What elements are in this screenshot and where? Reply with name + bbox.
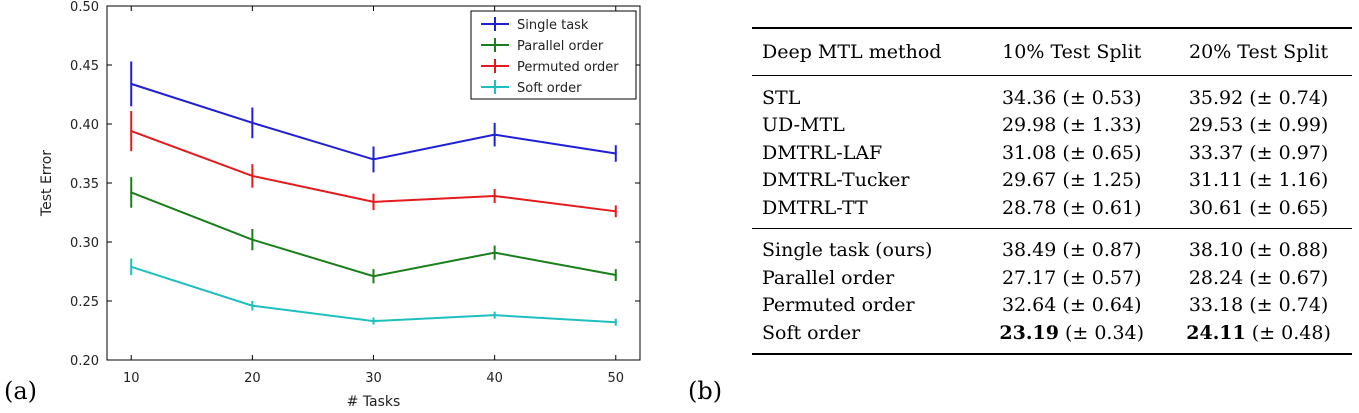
data-point: [493, 251, 496, 254]
x-tick-label: 10: [123, 371, 140, 386]
data-point: [493, 133, 496, 136]
table-row: DMTRL-TT 28.78 (± 0.61) 30.61 (± 0.65): [752, 194, 1352, 228]
data-point: [251, 238, 254, 241]
data-point: [614, 274, 617, 277]
table-row: DMTRL-LAF 31.08 (± 0.65) 33.37 (± 0.97): [752, 139, 1352, 167]
y-tick-label: 0.35: [70, 177, 99, 192]
data-point: [130, 130, 133, 133]
y-axis-title: Test Error: [39, 150, 55, 217]
split20-cell: 31.11 (± 1.16): [1188, 169, 1329, 192]
std-value: (± 0.48): [1245, 321, 1331, 344]
y-tick-label: 0.30: [70, 236, 99, 251]
legend-label: Soft order: [517, 81, 582, 96]
table-row: UD-MTL 29.98 (± 1.33) 29.53 (± 0.99): [752, 112, 1352, 140]
series-parallel-order: [130, 177, 617, 284]
data-point: [251, 304, 254, 307]
panel-label-b: (b): [688, 377, 723, 405]
x-axis-title: # Tasks: [347, 394, 401, 410]
split20-cell: 35.92 (± 0.74): [1188, 86, 1329, 109]
x-tick-label: 40: [486, 371, 503, 386]
data-point: [251, 174, 254, 177]
method-cell: DMTRL-Tucker: [762, 169, 910, 192]
method-cell: UD-MTL: [762, 114, 845, 137]
data-point: [614, 321, 617, 324]
y-tick-label: 0.20: [70, 354, 99, 369]
method-cell: DMTRL-LAF: [762, 141, 883, 164]
split10-cell: 27.17 (± 0.57): [1001, 266, 1142, 289]
best-value: 23.19: [999, 321, 1059, 344]
header-split-10: 10% Test Split: [1002, 41, 1142, 63]
method-cell: STL: [762, 86, 801, 109]
split10-cell: 38.49 (± 0.87): [1001, 239, 1142, 262]
split20-cell: 33.18 (± 0.74): [1188, 294, 1329, 317]
split10-cell: 34.36 (± 0.53): [1001, 86, 1142, 109]
table-row: Single task (ours) 38.49 (± 0.87) 38.10 …: [752, 228, 1352, 264]
split10-cell: 31.08 (± 0.65): [1001, 141, 1142, 164]
data-point: [130, 265, 133, 268]
results-table: Deep MTL method 10% Test Split 20% Test …: [752, 27, 1352, 355]
method-cell: Permuted order: [762, 294, 915, 317]
x-tick-label: 30: [365, 371, 382, 386]
data-point: [493, 194, 496, 197]
panel-label-a: (a): [4, 377, 38, 405]
series-permuted-order: [130, 111, 617, 218]
method-cell: Parallel order: [762, 266, 895, 289]
data-point: [251, 121, 254, 124]
split20-cell: 24.11 (± 0.48): [1165, 319, 1352, 354]
table-row: STL 34.36 (± 0.53) 35.92 (± 0.74): [752, 76, 1352, 112]
legend-label: Permuted order: [517, 60, 619, 75]
table-row: DMTRL-Tucker 29.67 (± 1.25) 31.11 (± 1.1…: [752, 167, 1352, 195]
data-point: [614, 152, 617, 155]
header-method: Deep MTL method: [762, 41, 942, 63]
x-tick-label: 20: [244, 371, 261, 386]
data-point: [614, 210, 617, 213]
legend-box: [470, 10, 637, 100]
table-row: Permuted order 32.64 (± 0.64) 33.18 (± 0…: [752, 292, 1352, 320]
data-point: [372, 158, 375, 161]
data-point: [130, 191, 133, 194]
best-value: 24.11: [1186, 321, 1246, 344]
split10-cell: 29.67 (± 1.25): [1001, 169, 1142, 192]
header-split-20: 20% Test Split: [1189, 41, 1329, 63]
split10-cell: 28.78 (± 0.61): [1001, 196, 1142, 219]
split20-cell: 33.37 (± 0.97): [1188, 141, 1329, 164]
data-point: [493, 314, 496, 317]
data-point: [372, 275, 375, 278]
data-point: [372, 320, 375, 323]
data-point: [130, 82, 133, 85]
x-tick-label: 50: [607, 371, 624, 386]
split20-cell: 29.53 (± 0.99): [1188, 114, 1329, 137]
split20-cell: 38.10 (± 0.88): [1188, 239, 1329, 262]
series-single-task: [130, 61, 617, 173]
y-tick-label: 0.25: [70, 295, 99, 310]
test-error-chart: 0.20 0.25 0.30 0.35 0.40 0.45 0.50 10 20 30 40 50 S…: [39, 0, 641, 410]
y-tick-label: 0.45: [70, 59, 99, 74]
legend-label: Parallel order: [517, 39, 604, 54]
legend-label: Single task: [517, 18, 589, 33]
y-tick-label: 0.50: [70, 0, 99, 15]
split10-cell: 32.64 (± 0.64): [1001, 294, 1142, 317]
data-point: [372, 200, 375, 203]
split10-cell: 23.19 (± 0.34): [978, 319, 1165, 354]
series-soft-order: [130, 258, 617, 326]
method-cell: Soft order: [762, 321, 861, 344]
method-cell: DMTRL-TT: [762, 196, 868, 219]
table-row: Parallel order 27.17 (± 0.57) 28.24 (± 0…: [752, 264, 1352, 292]
y-tick-label: 0.40: [70, 118, 99, 133]
split10-cell: 29.98 (± 1.33): [1001, 114, 1142, 137]
split20-cell: 30.61 (± 0.65): [1188, 196, 1329, 219]
method-cell: Single task (ours): [762, 239, 933, 262]
table-row: Soft order 23.19 (± 0.34) 24.11 (± 0.48): [752, 319, 1352, 354]
table-header-row: Deep MTL method 10% Test Split 20% Test …: [752, 28, 1352, 76]
std-value: (± 0.34): [1058, 321, 1145, 344]
split20-cell: 28.24 (± 0.67): [1188, 266, 1329, 289]
